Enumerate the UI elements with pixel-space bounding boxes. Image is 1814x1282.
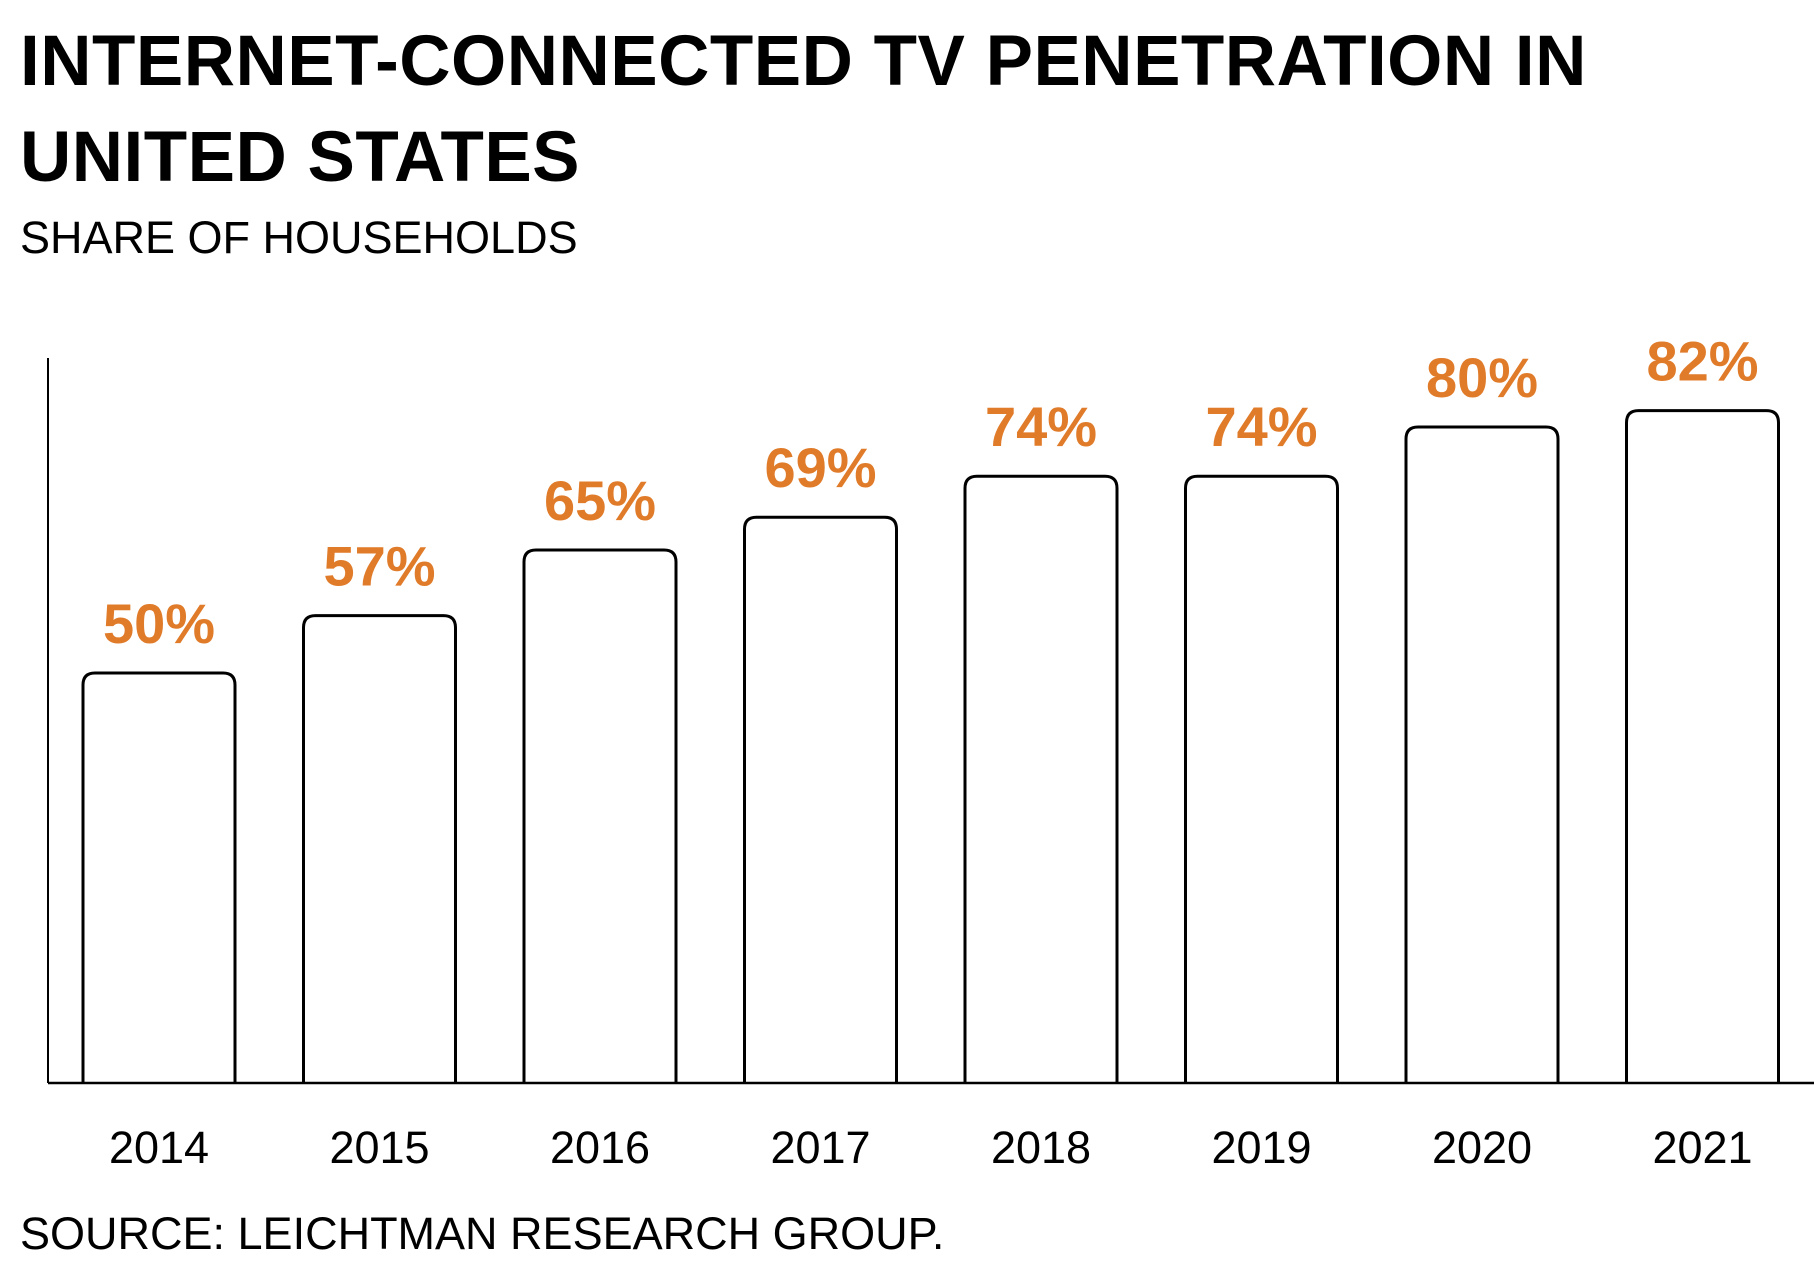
value-label-2016: 65% <box>544 469 656 532</box>
value-label-2019: 74% <box>1205 395 1317 458</box>
x-tick-label-2014: 2014 <box>109 1122 209 1173</box>
bar-2015 <box>302 614 457 1083</box>
bar-2017 <box>743 515 898 1083</box>
value-label-2021: 82% <box>1646 330 1758 393</box>
bar-2016 <box>522 548 678 1083</box>
value-labels-group: 50% 57% 65% 69% 74% 74% 80% 82% <box>103 330 1759 655</box>
value-label-2018: 74% <box>985 395 1097 458</box>
bar-2018 <box>963 474 1119 1083</box>
bars-group <box>81 409 1780 1083</box>
x-tick-label-2015: 2015 <box>329 1122 429 1173</box>
bar-2014 <box>81 671 237 1083</box>
value-label-2015: 57% <box>323 535 435 598</box>
x-tick-label-2021: 2021 <box>1652 1122 1752 1173</box>
value-label-2020: 80% <box>1426 346 1538 409</box>
value-label-2017: 69% <box>764 436 876 499</box>
bar-2021 <box>1625 409 1780 1083</box>
x-tick-label-2018: 2018 <box>991 1122 1091 1173</box>
x-tick-label-2017: 2017 <box>770 1122 870 1173</box>
value-label-2014: 50% <box>103 592 215 655</box>
bar-2019 <box>1184 474 1339 1083</box>
bar-2020 <box>1404 425 1560 1083</box>
x-tick-label-2020: 2020 <box>1432 1122 1532 1173</box>
chart-subtitle: SHARE OF HOUSEHOLDS <box>20 212 578 263</box>
x-tick-labels-group: 2014 2015 2016 2017 2018 2019 2020 2021 <box>109 1122 1753 1173</box>
chart-title: INTERNET-CONNECTED TV PENETRATION IN UNI… <box>20 22 1587 197</box>
source-note: SOURCE: LEICHTMAN RESEARCH GROUP. <box>20 1208 945 1259</box>
x-tick-label-2016: 2016 <box>550 1122 650 1173</box>
x-tick-label-2019: 2019 <box>1211 1122 1311 1173</box>
